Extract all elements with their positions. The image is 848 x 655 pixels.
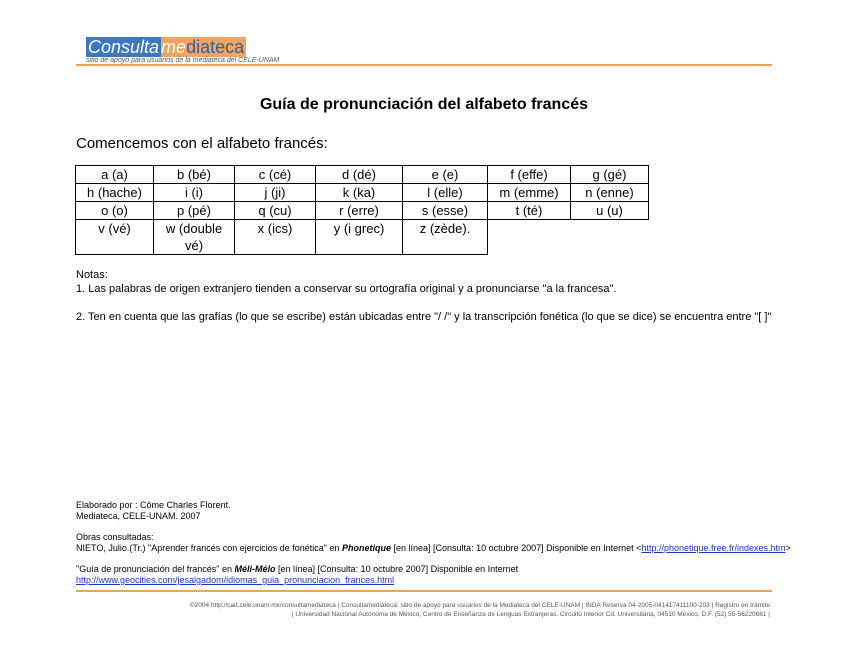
letter-cell: c (cé) <box>234 165 316 184</box>
footer-divider <box>76 590 772 592</box>
letter-cell: e (e) <box>402 165 488 184</box>
table-row: v (vé) w (double vé) x (ics) y (i grec) z (z… <box>75 219 649 255</box>
footer-line-1: ©2004 http://cad.cele.unam.mx/consultame… <box>189 602 770 609</box>
letter-cell: s (esse) <box>402 201 488 220</box>
logo-text: me <box>161 37 187 57</box>
empty-cell <box>488 220 571 255</box>
ref-text: "Guía de pronunciación del francés" en <box>76 564 235 574</box>
letter-cell: o (o) <box>75 201 154 220</box>
letter-cell: i (i) <box>153 183 235 202</box>
letter-cell: n (enne) <box>570 183 649 202</box>
letter-cell: k (ka) <box>315 183 403 202</box>
letter-cell: p (pé) <box>153 201 235 220</box>
letter-cell: b (bé) <box>153 165 235 184</box>
ref-text: [en línea] [Consulta: 10 octubre 2007] D… <box>391 543 642 553</box>
table-row: a (a) b (bé) c (cé) d (dé) e (e) f (effe) g (g… <box>75 165 649 184</box>
credits-author: Elaborado por : Côme Charles Florent. <box>76 500 231 510</box>
letter-cell: j (ji) <box>234 183 316 202</box>
consultamediateca-logo[interactable]: Consulta me diateca <box>86 37 247 57</box>
table-row: h (hache) i (i) j (ji) k (ka) l (elle) m (emm… <box>75 183 649 202</box>
phonetique-link[interactable]: http://phonetique.free.fr/indexes.htm <box>641 543 786 553</box>
footer-line-2: | Universidad Nacional Autónoma de Méxic… <box>291 611 770 618</box>
reference-2: "Guía de pronunciación del francés" en M… <box>76 564 796 575</box>
logo-text: Consulta <box>86 37 162 57</box>
letter-cell: a (a) <box>75 165 154 184</box>
letter-cell: q (cu) <box>234 201 316 220</box>
header-divider <box>76 64 772 66</box>
credits: Elaborado por : Côme Charles Florent. Me… <box>76 500 796 522</box>
letter-cell: v (vé) <box>75 219 154 255</box>
letter-cell: d (dé) <box>315 165 403 184</box>
letter-cell: h (hache) <box>75 183 154 202</box>
credits-institution: Mediateca, CELE-UNAM. 2007 <box>76 511 201 521</box>
ref-source: Phonetique <box>342 543 392 553</box>
logo-text: diateca <box>186 37 247 57</box>
alphabet-table: a (a) b (bé) c (cé) d (dé) e (e) f (effe) g (g… <box>75 165 649 255</box>
letter-cell: x (ics) <box>234 219 316 255</box>
letter-cell: f (effe) <box>487 165 571 184</box>
notes: Notas: 1. Las palabras de origen extranj… <box>76 268 776 324</box>
letter-cell: y (i grec) <box>315 219 403 255</box>
table-row: o (o) p (pé) q (cu) r (erre) s (esse) t (té) u… <box>75 201 649 220</box>
ref-text: [en línea] [Consulta: 10 octubre 2007] D… <box>275 564 519 574</box>
ref-text: > <box>785 543 791 553</box>
letter-cell: u (u) <box>570 201 649 220</box>
letter-cell: t (té) <box>487 201 571 220</box>
tagline: sitio de apoyo para usuarios de la media… <box>86 57 280 64</box>
references: Obras consultadas: NIETO, Julio.(Tr.) "A… <box>76 532 796 586</box>
letter-cell: g (gé) <box>570 165 649 184</box>
footer: ©2004 http://cad.cele.unam.mx/consultame… <box>190 601 770 619</box>
letter-cell: w (double vé) <box>153 219 235 255</box>
reference-1: NIETO, Julio.(Tr.) "Aprender francés con… <box>76 543 796 554</box>
page-title: Guía de pronunciación del alfabeto franc… <box>259 96 589 113</box>
ref-source: Méli-Mélo <box>234 564 276 574</box>
letter-cell: m (emme) <box>487 183 571 202</box>
note-2: 2. Ten en cuenta que las grafías (lo que… <box>76 311 772 323</box>
geocities-link[interactable]: http://www.geocities.com/jesalgadom/idio… <box>76 575 395 585</box>
letter-cell: l (elle) <box>402 183 488 202</box>
notes-heading: Notas: <box>76 269 108 281</box>
empty-cell <box>571 220 649 255</box>
intro-text: Comencemos con el alfabeto francés: <box>76 135 328 152</box>
letter-cell: z (zède). <box>402 219 488 255</box>
ref-text: NIETO, Julio.(Tr.) "Aprender francés con… <box>76 543 343 553</box>
letter-cell: r (erre) <box>315 201 403 220</box>
note-1: 1. Las palabras de origen extranjero tie… <box>76 283 617 295</box>
references-heading: Obras consultadas: <box>76 532 154 542</box>
